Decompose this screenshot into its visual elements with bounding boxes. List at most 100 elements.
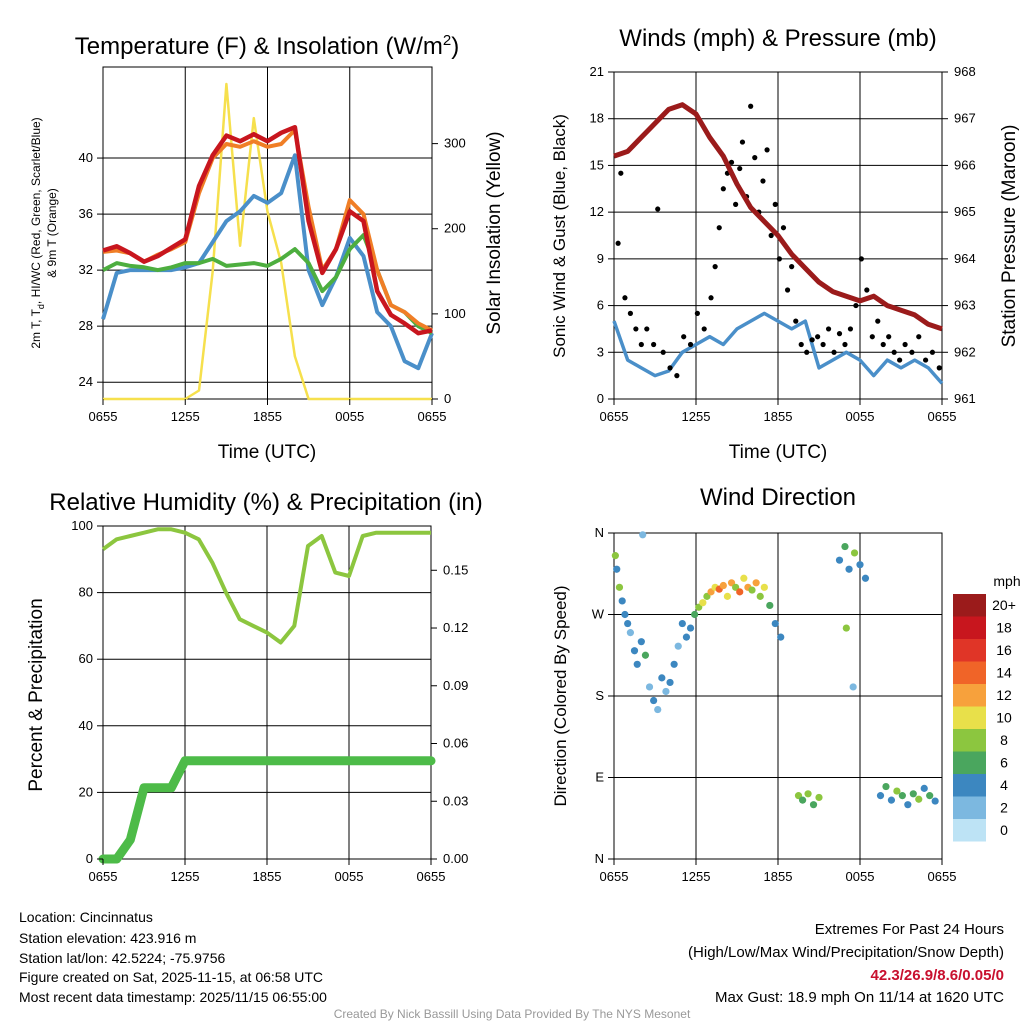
direction-point [645,683,654,691]
gust-point [936,365,942,371]
temperature-ylabel: 2m T, Td, HI/WC (Red, Green, Scarlet/Blu… [29,117,46,348]
x-tick-label: 1855 [253,869,282,884]
direction-point [691,610,699,619]
colorbar-label: 16 [996,642,1012,658]
direction-point [682,633,691,641]
extremes-subtitle: (High/Low/Max Wind/Precipitation/Snow De… [688,944,1004,961]
gust-point [622,295,628,301]
colorbar-label: 2 [1000,800,1008,816]
y-tick-label: 40 [79,150,93,165]
x-tick-label: 1255 [682,409,711,424]
colorbar-swatch [953,774,986,797]
temperature-title: Temperature (F) & Insolation (W/m2) [75,32,459,60]
colorbar-label: 18 [996,620,1012,636]
speed-colorbar: 20+ 18 16 14 12 10 8 6 4 2 0 [953,594,1016,842]
y-tick-label: N [595,851,604,866]
gust-point [902,341,908,348]
y2-tick-label: 963 [954,298,976,313]
wind-speed-line [612,311,944,385]
direction-point [654,705,662,714]
y2-tick-label: 961 [954,391,976,406]
y-tick-label: 18 [590,111,604,126]
gust-point [869,334,875,340]
gust-point [615,240,621,246]
gust-point [847,326,854,332]
y-tick-label: 6 [597,298,604,313]
direction-point [650,696,658,705]
direction-point [637,638,645,646]
gust-point [651,341,657,348]
direction-point [809,801,818,809]
y2-tick-label: 962 [954,344,976,359]
direction-point [876,792,885,800]
wind-direction-grid [614,533,942,859]
y-tick-label: 36 [79,206,93,221]
recent-data-text: Most recent data timestamp: 2025/11/15 0… [19,989,327,1005]
gust-point [681,334,687,340]
precip-right-ticks: 0.00 0.03 0.06 0.09 0.12 0.15 [431,562,468,866]
y-tick-label: 24 [79,374,93,389]
colorbar-label: 20+ [992,597,1016,613]
gust-point [853,302,859,309]
extremes-block: Extremes For Past 24 Hours (High/Low/Max… [688,921,1004,1006]
y-tick-label: 32 [79,262,93,277]
colorbar-label: 12 [996,687,1012,703]
direction-point [766,601,774,610]
gust-point [660,349,666,355]
pressure-right-ticks: 961 962 963 964 965 966 967 968 [942,64,976,406]
gust-point [825,326,832,332]
direction-point [674,642,682,650]
wind-left-ticks: 0 3 6 9 12 15 18 21 [590,64,614,406]
gust-point [687,341,694,348]
y2-tick-label: 200 [444,221,466,236]
created-text: Figure created on Sat, 2025-11-15, at 06… [19,969,323,985]
y-tick-label: 20 [79,784,93,799]
temperature-left-ticks: 24 28 32 36 40 [79,150,103,389]
gust-point [618,170,624,176]
y-tick-label: 80 [79,585,93,600]
gust-point [842,341,848,348]
colorbar-label: 6 [1000,755,1008,771]
gust-point [720,186,726,192]
y2-tick-label: 964 [954,251,976,266]
direction-point [678,619,686,628]
colorbar-label: 14 [996,665,1012,681]
y-tick-label: 100 [71,518,93,533]
direction-point [624,619,632,628]
gust-point [929,349,936,355]
direction-point [736,588,744,596]
direction-point [626,629,635,637]
direction-point [920,784,928,792]
wind-pressure-panel: Winds (mph) & Pressure (mb) 0 3 6 9 12 15 18 21… [550,25,1020,463]
y-tick-label: N [595,525,604,540]
direction-point [842,624,850,632]
y2-tick-label: 100 [444,306,466,321]
x-tick-label: 1255 [682,869,711,884]
gust-point [674,373,680,379]
x-tick-label: 0055 [335,409,364,424]
y-tick-label: 12 [590,204,604,219]
temperature-time-ticks: 0655 1255 1855 0055 0655 [89,399,446,424]
temperature-xlabel: Time (UTC) [218,442,317,463]
y2-tick-label: 966 [954,157,976,172]
gust-point [716,225,722,231]
humidity-time-ticks: 0655 1255 1855 0055 0655 [89,859,445,884]
y-tick-label: 9 [597,251,604,266]
colorbar-swatch [953,706,986,729]
max-gust-text: Max Gust: 18.9 mph On 11/14 at 1620 UTC [715,989,1004,1006]
colorbar-swatch [953,751,986,774]
humidity-line [101,527,431,645]
direction-point [658,674,666,682]
x-tick-label: 1255 [171,409,200,424]
direction-point [611,552,619,560]
colorbar-swatch [953,594,986,617]
wind-xlabel: Time (UTC) [729,442,828,463]
gust-point [708,295,714,301]
gust-point [752,155,758,161]
direction-point [835,556,844,564]
x-tick-label: 0655 [600,409,629,424]
gust-point [772,201,778,207]
humidity-precip-panel: Relative Humidity (%) & Precipitation (i… [26,489,483,884]
direction-point [699,599,707,607]
